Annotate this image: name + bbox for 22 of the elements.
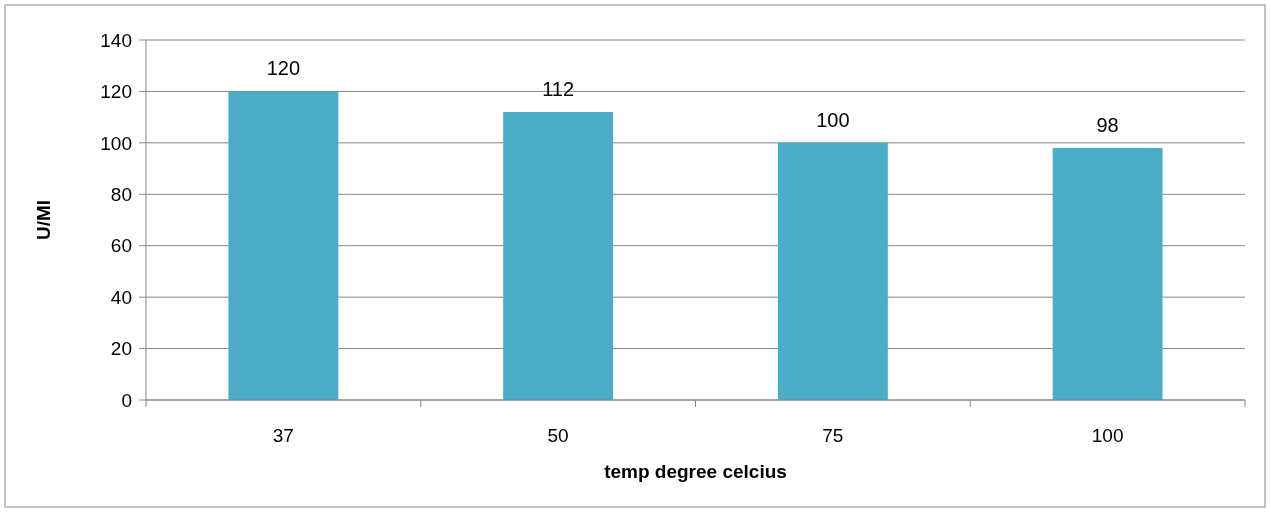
y-tick-label: 140 xyxy=(100,29,132,51)
data-label: 112 xyxy=(542,78,575,100)
y-tick-label: 60 xyxy=(110,235,132,257)
bar xyxy=(503,112,614,400)
y-tick-label: 100 xyxy=(100,132,132,154)
y-tick-label: 0 xyxy=(121,389,132,411)
x-tick-label: 75 xyxy=(822,425,844,446)
y-axis-title: U/Ml xyxy=(33,199,54,241)
bar xyxy=(228,91,339,400)
data-label: 100 xyxy=(816,108,850,131)
x-axis-title: temp degree celcius xyxy=(604,461,787,482)
y-tick-label: 120 xyxy=(100,81,132,103)
bar xyxy=(1052,148,1163,400)
data-label: 98 xyxy=(1096,114,1119,136)
x-tick-label: 50 xyxy=(547,425,569,446)
y-tick-label: 20 xyxy=(110,338,132,360)
y-tick-label: 40 xyxy=(110,286,132,308)
y-tick-label: 80 xyxy=(110,183,132,205)
bar xyxy=(777,142,888,400)
data-label: 120 xyxy=(266,57,301,80)
x-tick-label: 100 xyxy=(1091,425,1124,446)
x-tick-label: 37 xyxy=(272,425,294,446)
